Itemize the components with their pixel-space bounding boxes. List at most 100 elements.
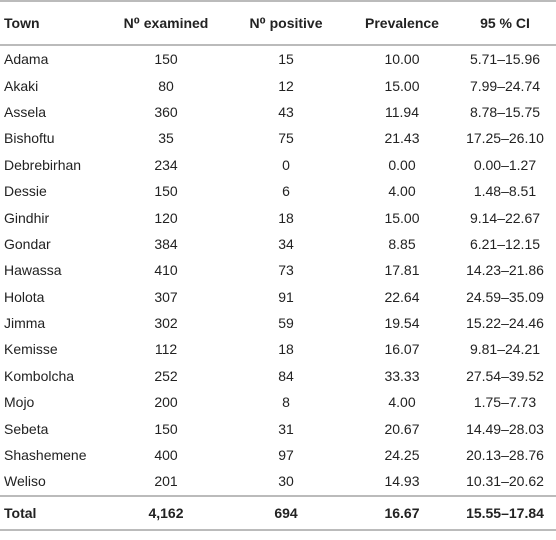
table-row: Adama 150 15 10.00 5.71–15.96 — [0, 45, 556, 72]
table-cell: 9.81–24.21 — [469, 341, 541, 358]
table-row: Jimma 302 59 19.54 15.22–24.46 — [0, 310, 556, 336]
table-cell: Hawassa — [4, 262, 62, 279]
total-cell: 16.67 — [350, 494, 454, 531]
total-cell: Total — [0, 494, 110, 531]
table-row: Kemisse 112 18 16.07 9.81–24.21 — [0, 336, 556, 362]
table-cell: 384 — [154, 235, 178, 252]
table-cell: Akaki — [4, 77, 39, 94]
table-cell: 20.13–28.76 — [466, 447, 544, 464]
header-cell: 95 % CI — [454, 0, 556, 46]
table-cell: 10.00 — [384, 51, 420, 68]
table-cell: 0 — [282, 156, 290, 173]
table-cell: 43 — [278, 103, 294, 120]
table-cell: 20.67 — [384, 420, 420, 437]
table-cell: 4.00 — [388, 183, 416, 200]
table-cell: 24.25 — [384, 447, 420, 464]
table-cell: 27.54–39.52 — [466, 367, 544, 384]
table-cell: 10.31–20.62 — [466, 473, 544, 490]
table-cell: 73 — [278, 262, 294, 279]
table-row: Shashemene 400 97 24.25 20.13–28.76 — [0, 442, 556, 468]
table-cell: 302 — [154, 315, 178, 332]
table-cell: 14.93 — [384, 473, 420, 490]
table-cell: Sebeta — [4, 420, 49, 437]
table-cell: 33.33 — [384, 367, 420, 384]
table-cell: 19.54 — [384, 315, 420, 332]
table-cell: 1.48–8.51 — [473, 183, 537, 200]
table-cell: 201 — [154, 473, 178, 490]
table-cell: Weliso — [4, 473, 46, 490]
table-cell: 14.49–28.03 — [466, 420, 544, 437]
header-cell: Town — [0, 0, 110, 46]
table-cell: 360 — [154, 103, 178, 120]
table-cell: 8.78–15.75 — [469, 103, 541, 120]
table-cell: 307 — [154, 288, 178, 305]
table-row: Gondar 384 34 8.85 6.21–12.15 — [0, 231, 556, 257]
table-cell: 7.99–24.74 — [469, 77, 541, 94]
table-cell: 150 — [154, 51, 178, 68]
table-cell: 112 — [154, 341, 178, 358]
table-cell: 200 — [154, 394, 178, 411]
table-row: Debrebirhan 234 0 0.00 0.00–1.27 — [0, 152, 556, 178]
table-cell: Assela — [4, 103, 47, 120]
table-cell: 15.00 — [384, 209, 420, 226]
table-cell: Gindhir — [4, 209, 50, 226]
table-cell: 30 — [278, 473, 294, 490]
table-cell: 150 — [154, 183, 178, 200]
table-cell: 18 — [278, 209, 294, 226]
table-cell: 17.25–26.10 — [466, 130, 544, 147]
header-row: Town N⁰ examined N⁰ positive Prevalence 95 %… — [0, 0, 556, 46]
table-cell: 18 — [278, 341, 294, 358]
table-row: Mojo 200 8 4.00 1.75–7.73 — [0, 389, 556, 415]
table-cell: 150 — [154, 420, 178, 437]
table-cell: 17.81 — [384, 262, 420, 279]
table-cell: 91 — [278, 288, 294, 305]
table-cell: 234 — [154, 156, 178, 173]
table-row: Kombolcha 252 84 33.33 27.54–39.52 — [0, 363, 556, 389]
table-cell: 21.43 — [384, 130, 420, 147]
table-cell: 16.07 — [384, 341, 420, 358]
table-cell: 410 — [154, 262, 178, 279]
table-cell: 6 — [282, 183, 290, 200]
table-cell: 5.71–15.96 — [469, 51, 541, 68]
table-cell: 9.14–22.67 — [469, 209, 541, 226]
table-cell: Dessie — [4, 183, 47, 200]
table-cell: 24.59–35.09 — [466, 288, 544, 305]
table-cell: 80 — [158, 77, 174, 94]
table-cell: 1.75–7.73 — [473, 394, 537, 411]
table-cell: Mojo — [4, 394, 35, 411]
table-cell: Jimma — [4, 315, 46, 332]
table-body: Adama 150 15 10.00 5.71–15.96 Akaki 80 12 15.00 7… — [0, 45, 556, 531]
table-cell: Debrebirhan — [4, 156, 82, 173]
header-cell: Prevalence — [350, 0, 454, 46]
table-cell: 8 — [282, 394, 290, 411]
header-cell: N⁰ examined — [110, 0, 222, 46]
table-cell: 15.22–24.46 — [466, 315, 544, 332]
table-cell: 15.00 — [384, 77, 420, 94]
table-row: Hawassa 410 73 17.81 14.23–21.86 — [0, 257, 556, 283]
table-cell: 400 — [154, 447, 178, 464]
total-cell: 694 — [222, 494, 350, 531]
table-cell: 0.00–1.27 — [473, 156, 537, 173]
table-cell: Gondar — [4, 235, 51, 252]
table-cell: 34 — [278, 235, 294, 252]
table-cell: 15 — [278, 51, 294, 68]
total-cell: 15.55–17.84 — [454, 494, 556, 531]
total-row: Total 4,162 694 16.67 15.55–17.84 — [0, 494, 556, 531]
table-cell: 84 — [278, 367, 294, 384]
table-cell: 0.00 — [388, 156, 416, 173]
table-cell: 75 — [278, 130, 294, 147]
table-cell: 4.00 — [388, 394, 416, 411]
table-cell: 59 — [278, 315, 294, 332]
table-row: Weliso 201 30 14.93 10.31–20.62 — [0, 468, 556, 495]
table-row: Akaki 80 12 15.00 7.99–24.74 — [0, 72, 556, 98]
table-row: Gindhir 120 18 15.00 9.14–22.67 — [0, 204, 556, 230]
table-row: Dessie 150 6 4.00 1.48–8.51 — [0, 178, 556, 204]
table-cell: Adama — [4, 51, 49, 68]
table-row: Sebeta 150 31 20.67 14.49–28.03 — [0, 415, 556, 441]
table-cell: 31 — [278, 420, 294, 437]
table-cell: 8.85 — [388, 235, 416, 252]
table-cell: 97 — [278, 447, 294, 464]
total-cell: 4,162 — [110, 494, 222, 531]
